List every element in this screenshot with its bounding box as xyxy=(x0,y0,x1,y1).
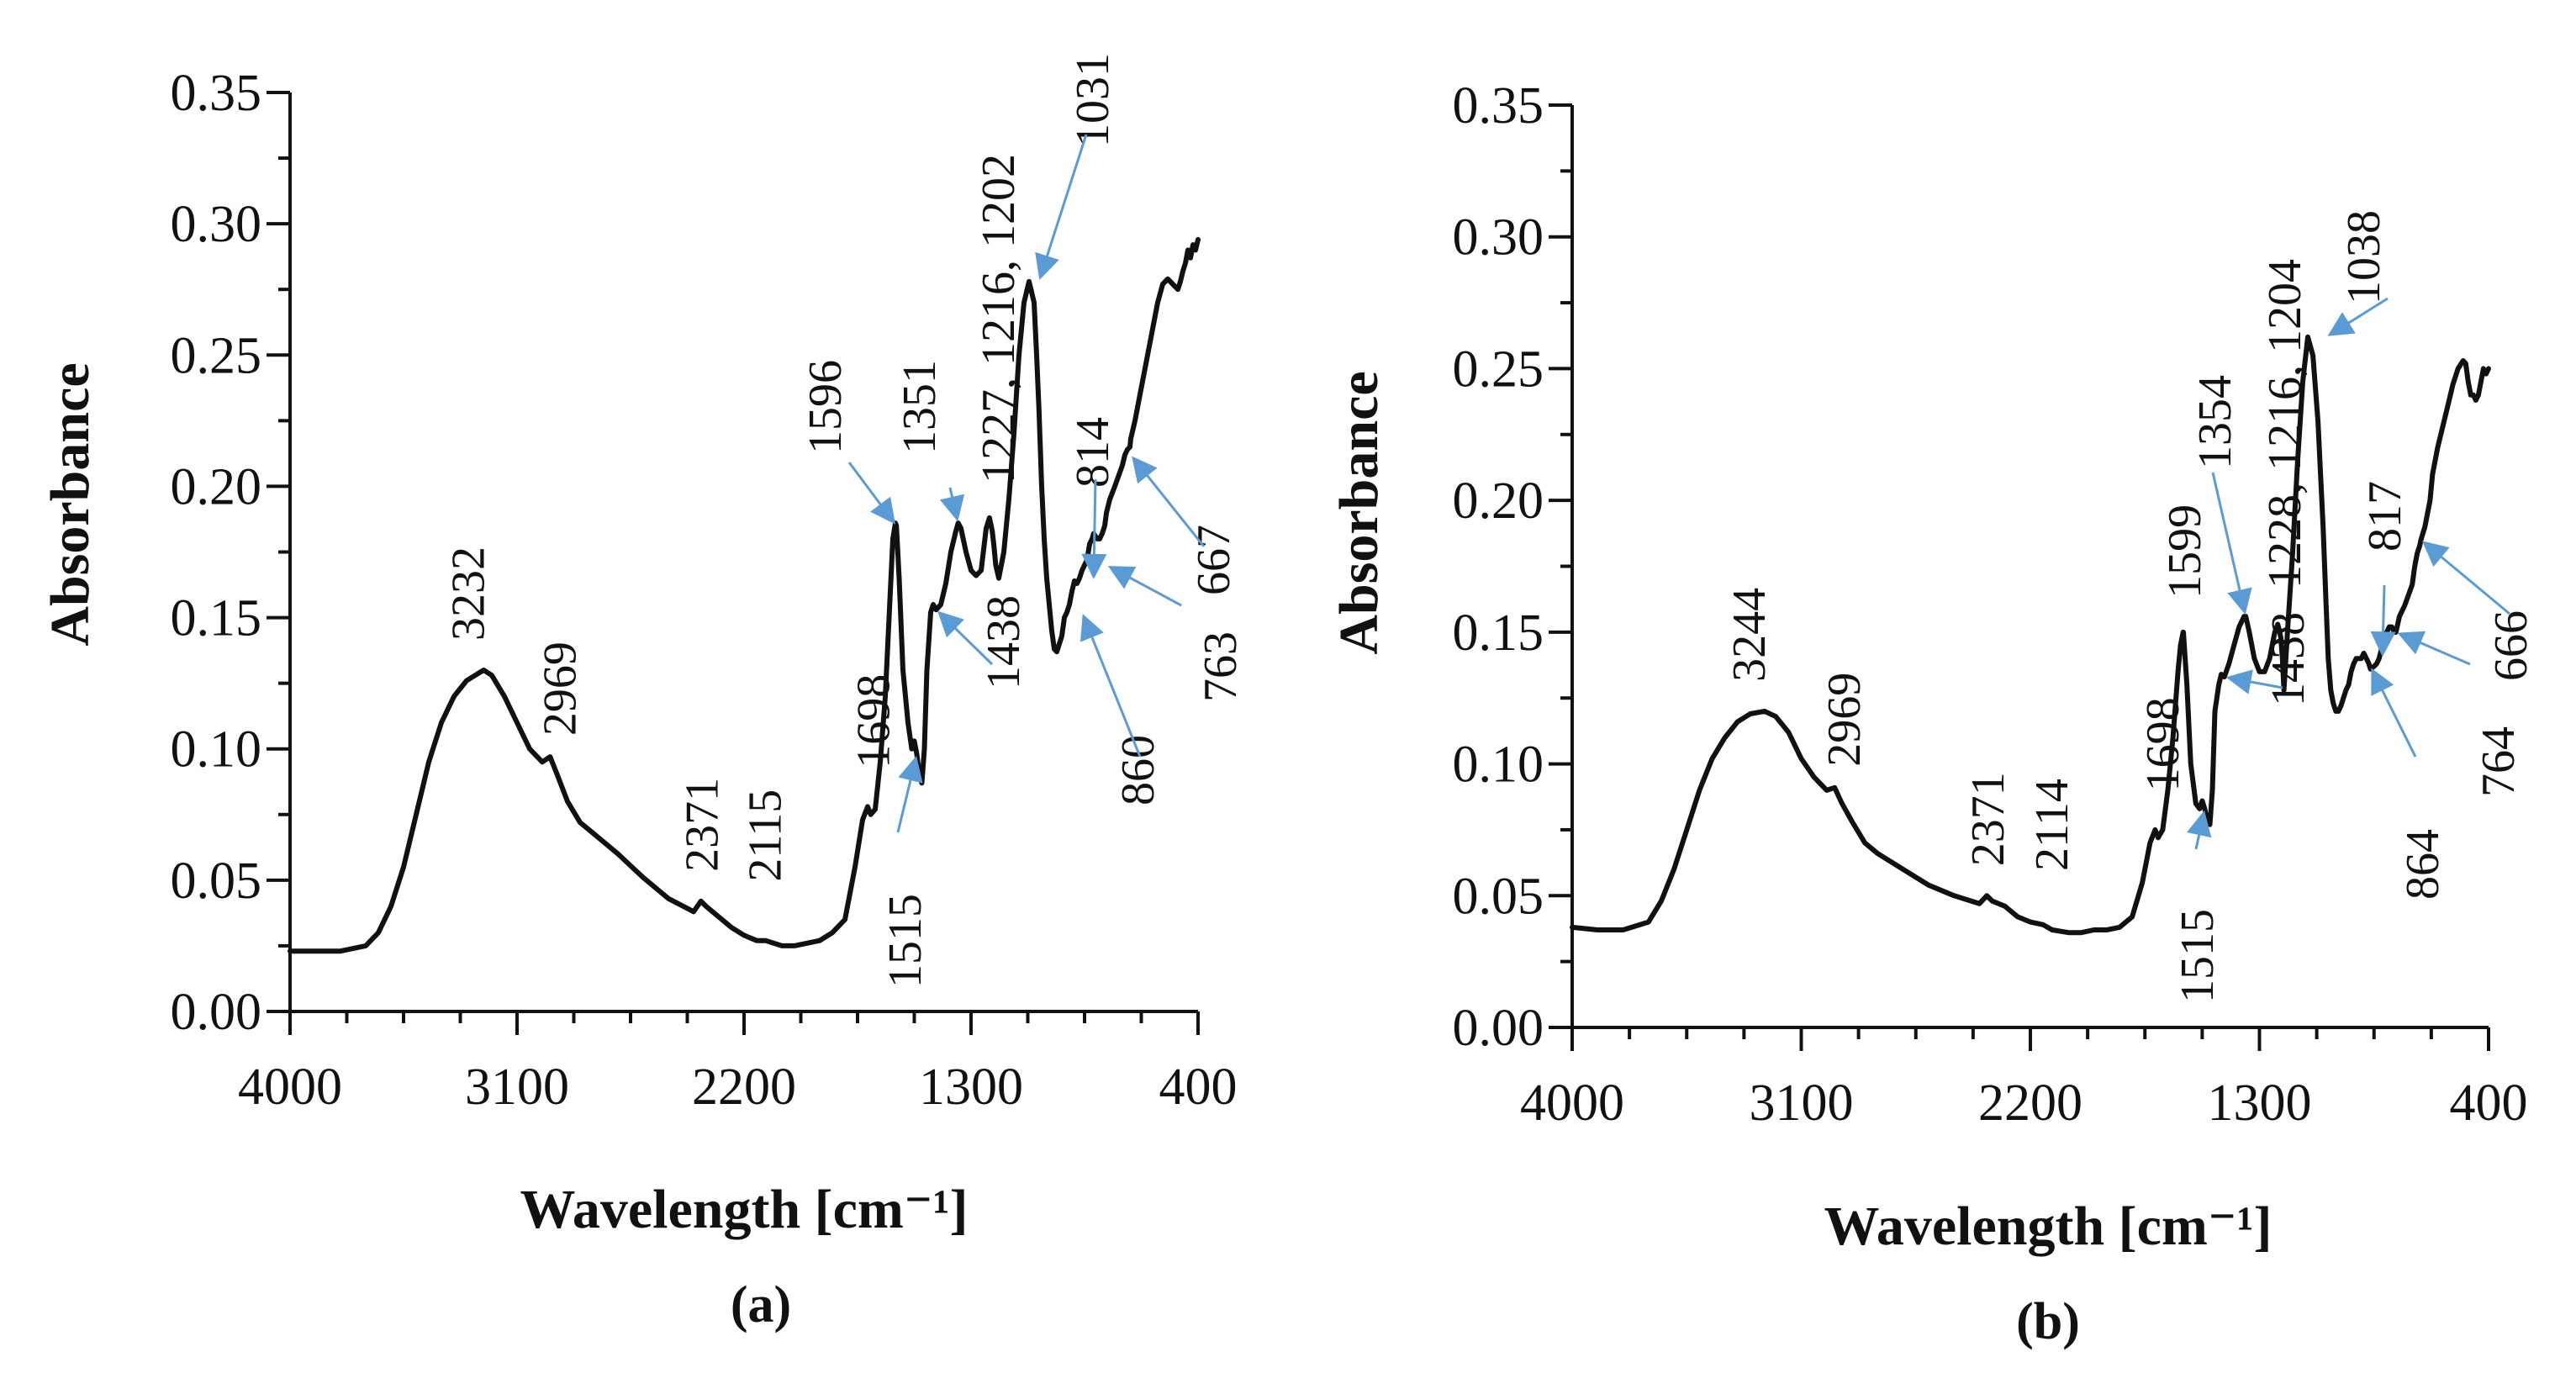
y-tick-label: 0.00 xyxy=(1453,1000,1544,1057)
peak-label: 817 xyxy=(2359,481,2411,552)
peak-label: 1596 xyxy=(800,360,852,454)
peak-arrow xyxy=(1081,478,1107,579)
y-tick-label: 0.05 xyxy=(171,853,262,910)
peak-arrow xyxy=(1132,456,1206,547)
y-tick-label: 0.25 xyxy=(1453,341,1544,398)
y-tick-label: 0.10 xyxy=(1453,737,1544,794)
y-tick-label: 0.15 xyxy=(171,590,262,647)
y-tick-label: 0.35 xyxy=(171,65,262,122)
peak-label: 860 xyxy=(1112,735,1164,805)
x-tick-label: 2200 xyxy=(1978,1075,2082,1132)
peak-arrow xyxy=(937,610,994,666)
y-tick-label: 0.35 xyxy=(1453,77,1544,135)
y-tick-label: 0.30 xyxy=(1453,209,1544,267)
peak-arrow xyxy=(2225,669,2283,694)
y-axis-title: Absorbance xyxy=(1328,371,1390,654)
peak-arrow xyxy=(2186,810,2212,850)
x-tick-label: 4000 xyxy=(1520,1075,1624,1132)
peak-label: 814 xyxy=(1067,417,1119,488)
panel-a: Absorbance Wavelength [cm⁻¹] (a) 0.00 0.0… xyxy=(40,53,1247,1333)
peak-label: 2371 xyxy=(677,778,729,872)
peak-arrow xyxy=(1035,134,1088,280)
x-tick-label: 1300 xyxy=(919,1059,1023,1116)
x-tick-label: 400 xyxy=(2450,1075,2528,1132)
peak-arrow xyxy=(2421,541,2510,615)
peak-label: 2371 xyxy=(1962,772,2014,866)
y-tick-label: 0.20 xyxy=(1453,473,1544,530)
peak-arrow xyxy=(939,487,965,522)
peak-label: 1228, 1216, 1204 xyxy=(2259,259,2311,589)
x-tick-label: 1300 xyxy=(2208,1075,2312,1132)
y-tick-label: 0.05 xyxy=(1453,868,1544,925)
series-line xyxy=(288,236,1201,954)
peak-label: 1438 xyxy=(2262,612,2315,706)
peak-label: 3232 xyxy=(442,547,494,641)
peak-label: 3244 xyxy=(1723,588,1776,682)
peak-arrow xyxy=(847,462,896,525)
panel-label: (a) xyxy=(731,1276,791,1333)
y-tick-label: 0.00 xyxy=(171,984,262,1041)
peak-arrow xyxy=(2327,297,2389,336)
y-tick-label: 0.20 xyxy=(171,458,262,515)
peak-label: 2115 xyxy=(740,789,792,882)
y-axis-title: Absorbance xyxy=(40,362,101,646)
peak-label: 1227, 1216, 1202 xyxy=(973,154,1025,483)
peak-label: 1354 xyxy=(2189,375,2241,469)
peak-arrow xyxy=(2371,668,2417,758)
x-tick-label: 3100 xyxy=(1750,1075,1854,1132)
x-tick-label: 4000 xyxy=(238,1059,342,1116)
y-tick-label: 0.15 xyxy=(1453,605,1544,662)
peak-label: 1438 xyxy=(978,595,1030,689)
peak-arrow xyxy=(2211,472,2252,615)
peak-label: 1038 xyxy=(2338,210,2390,304)
x-tick-label: 400 xyxy=(1159,1059,1238,1116)
y-tick-label: 0.25 xyxy=(171,327,262,384)
peak-label: 864 xyxy=(2397,829,2449,900)
series-line xyxy=(1570,334,2491,936)
x-tick-label: 3100 xyxy=(465,1059,569,1116)
peak-label: 1698 xyxy=(848,674,900,768)
peak-label: 666 xyxy=(2485,610,2537,681)
y-tick-label: 0.10 xyxy=(171,721,262,779)
peak-label: 1351 xyxy=(894,360,946,454)
peak-label: 764 xyxy=(2473,726,2525,797)
peak-label: 1599 xyxy=(2159,504,2211,599)
peak-arrow xyxy=(1107,566,1182,607)
peak-arrow xyxy=(896,755,923,833)
peak-label: 1515 xyxy=(879,894,932,988)
peak-label: 1515 xyxy=(2172,909,2224,1003)
peak-label: 2969 xyxy=(1819,673,1871,767)
peak-arrow xyxy=(2397,631,2471,666)
peak-label: 1031 xyxy=(1067,53,1119,147)
peak-label: 2969 xyxy=(534,642,586,736)
peak-arrow xyxy=(1080,614,1142,758)
x-axis-title: Wavelength [cm⁻¹] xyxy=(1824,1196,2272,1257)
peak-label: 1698 xyxy=(2137,697,2189,791)
x-tick-label: 2200 xyxy=(692,1059,796,1116)
peak-label: 2114 xyxy=(2026,779,2078,871)
y-tick-label: 0.30 xyxy=(171,196,262,253)
x-axis-title: Wavelength [cm⁻¹] xyxy=(520,1179,968,1240)
panel-b: Absorbance Wavelength [cm⁻¹] (b) 0.00 0.0… xyxy=(1328,77,2537,1350)
panel-label: (b) xyxy=(2016,1293,2080,1350)
peak-label: 763 xyxy=(1195,631,1247,702)
peak-arrow xyxy=(2370,584,2396,657)
